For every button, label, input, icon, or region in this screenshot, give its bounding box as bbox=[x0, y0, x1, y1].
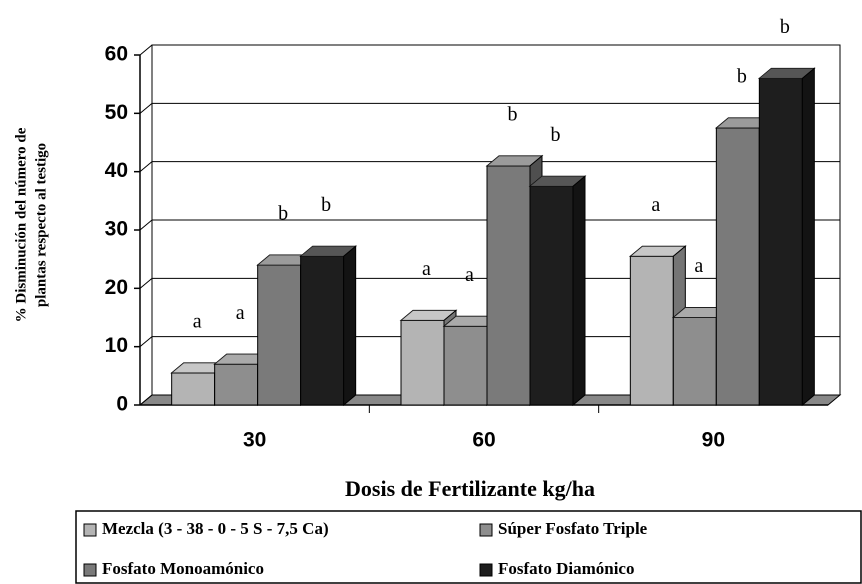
bar-top-shade bbox=[487, 155, 542, 166]
legend-label: Fosfato Diamónico bbox=[498, 559, 634, 578]
bar bbox=[171, 372, 216, 406]
x-tick-label: 60 bbox=[472, 429, 495, 452]
bar-side bbox=[343, 245, 357, 407]
significance-letter: b bbox=[780, 16, 790, 38]
significance-letter: a bbox=[694, 255, 703, 277]
grid-line bbox=[139, 102, 153, 114]
bar-side bbox=[572, 175, 586, 407]
bar-top-shade bbox=[401, 310, 456, 321]
bar-top-shade bbox=[300, 246, 356, 257]
significance-letter: a bbox=[651, 194, 660, 216]
y-tick-label: 30 bbox=[105, 218, 128, 241]
significance-letter: a bbox=[193, 311, 202, 333]
significance-letter: b bbox=[508, 103, 518, 125]
bar-top-shade bbox=[257, 255, 313, 265]
bar-top-shade bbox=[759, 68, 815, 79]
bar bbox=[443, 325, 488, 406]
y-tick-label: 40 bbox=[105, 159, 128, 182]
grid-line bbox=[139, 219, 153, 231]
y-axis-label: plantas respecto al testigo bbox=[33, 143, 49, 307]
legend-swatch bbox=[479, 563, 493, 577]
legend-box bbox=[75, 510, 862, 584]
significance-letter: b bbox=[321, 194, 331, 216]
bar bbox=[486, 165, 531, 406]
grid-line bbox=[139, 44, 153, 56]
bar bbox=[300, 255, 345, 406]
legend-swatch bbox=[479, 523, 493, 537]
bar bbox=[529, 185, 574, 406]
bar bbox=[672, 317, 717, 406]
bar-top-shade bbox=[171, 362, 227, 373]
bar-side-shade bbox=[802, 68, 815, 405]
bar bbox=[257, 264, 302, 406]
grid-line bbox=[139, 277, 153, 289]
significance-letter: b bbox=[278, 203, 288, 225]
significance-letter: a bbox=[422, 258, 431, 280]
y-tick-label: 10 bbox=[105, 334, 128, 357]
legend-swatch bbox=[83, 523, 97, 537]
y-tick-label: 50 bbox=[105, 101, 128, 124]
grid-line bbox=[139, 161, 153, 173]
x-tick-label: 90 bbox=[702, 429, 725, 452]
bar-side-shade bbox=[343, 246, 356, 405]
bar bbox=[214, 363, 259, 406]
bar-top-shade bbox=[214, 354, 270, 365]
bar bbox=[715, 127, 760, 406]
y-tick-label: 0 bbox=[116, 393, 128, 416]
bar-side-shade bbox=[573, 176, 585, 405]
legend-label: Fosfato Monoamónico bbox=[102, 559, 264, 578]
y-tick-label: 60 bbox=[105, 43, 128, 66]
significance-letter: b bbox=[737, 66, 747, 88]
x-axis-label: Dosis de Fertilizante kg/ha bbox=[345, 476, 595, 501]
significance-letter: a bbox=[465, 264, 474, 286]
bar-top-shade bbox=[530, 176, 585, 187]
bar-side bbox=[801, 67, 815, 407]
significance-letter: b bbox=[551, 124, 561, 146]
legend-label: Mezcla (3 - 38 - 0 - 5 S - 7,5 Ca) bbox=[102, 519, 329, 538]
bar-top-shade bbox=[444, 316, 499, 327]
legend-swatch bbox=[83, 563, 97, 577]
y-axis-label: % Disminución del número de bbox=[13, 127, 29, 322]
bar bbox=[758, 77, 803, 406]
y-tick-label: 20 bbox=[105, 276, 128, 299]
bar-top-shade bbox=[630, 246, 686, 257]
bar-top-shade bbox=[716, 117, 772, 128]
bar bbox=[629, 255, 674, 406]
grid-line bbox=[139, 394, 153, 406]
significance-letter: a bbox=[236, 302, 245, 324]
bar-top-shade bbox=[673, 307, 729, 318]
x-tick-label: 30 bbox=[243, 429, 266, 452]
bar bbox=[400, 319, 445, 406]
grid-line bbox=[139, 336, 153, 348]
legend-label: Súper Fosfato Triple bbox=[498, 519, 648, 538]
